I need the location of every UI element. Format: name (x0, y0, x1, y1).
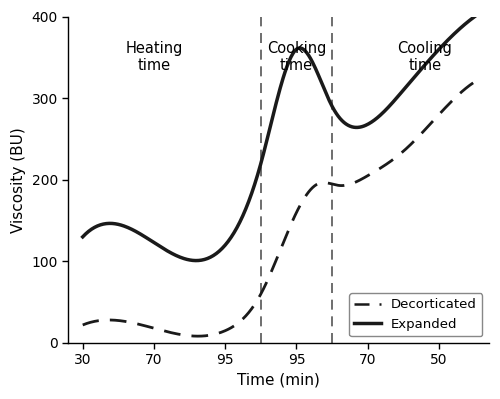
X-axis label: Time (min): Time (min) (237, 373, 320, 388)
Text: Cooling
time: Cooling time (398, 41, 452, 73)
Text: Cooking
time: Cooking time (267, 41, 326, 73)
Legend: Decorticated, Expanded: Decorticated, Expanded (349, 293, 482, 336)
Text: Heating
time: Heating time (126, 41, 182, 73)
Y-axis label: Viscosity (BU): Viscosity (BU) (11, 127, 26, 233)
